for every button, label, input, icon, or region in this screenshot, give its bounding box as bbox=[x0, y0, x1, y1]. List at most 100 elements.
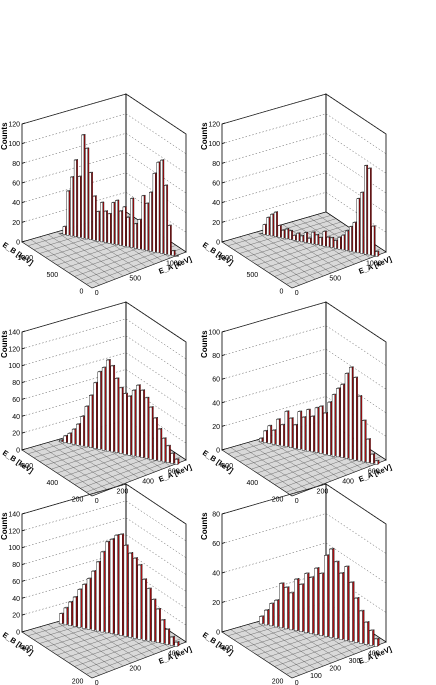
bar bbox=[336, 387, 342, 458]
bar bbox=[63, 606, 69, 626]
bar bbox=[262, 223, 267, 235]
bar bbox=[123, 544, 129, 637]
bar bbox=[107, 212, 112, 244]
grid-line bbox=[221, 133, 387, 174]
grid-line bbox=[221, 301, 387, 343]
x-tick-label: 0 bbox=[95, 680, 99, 685]
bar bbox=[300, 235, 305, 243]
y-tick-label: 400 bbox=[221, 645, 233, 652]
bar bbox=[118, 386, 124, 454]
bar bbox=[72, 596, 78, 627]
bar bbox=[340, 383, 346, 459]
bar bbox=[359, 609, 365, 644]
bar bbox=[156, 161, 161, 254]
grid-line bbox=[21, 402, 187, 444]
x-tick-label: 0 bbox=[95, 498, 99, 505]
bar bbox=[136, 384, 142, 458]
z-tick bbox=[221, 425, 226, 427]
x-tick-label: 0 bbox=[295, 680, 299, 685]
bar bbox=[111, 201, 116, 245]
bar bbox=[314, 406, 320, 454]
bar bbox=[144, 396, 150, 459]
grid-line bbox=[221, 542, 387, 584]
y-tick-label: 200 bbox=[72, 678, 84, 685]
grid-line bbox=[21, 386, 187, 427]
bar bbox=[100, 201, 105, 243]
z-tick-label: 120 bbox=[208, 122, 220, 129]
bar bbox=[314, 567, 320, 635]
bar bbox=[59, 439, 64, 443]
z-tick bbox=[21, 414, 26, 417]
y-tick-label: 400 bbox=[21, 645, 33, 652]
y-tick-label: 200 bbox=[272, 678, 284, 685]
bar bbox=[163, 184, 168, 255]
z-tick-label: 20 bbox=[212, 424, 220, 431]
x-tick-label: 200 bbox=[317, 488, 329, 495]
bar bbox=[370, 453, 376, 464]
bar bbox=[326, 236, 331, 248]
bar bbox=[95, 560, 101, 632]
bar bbox=[131, 389, 137, 457]
z-tick-label: 40 bbox=[212, 571, 220, 578]
y-tick-label: 0 bbox=[79, 288, 83, 295]
bar bbox=[283, 586, 290, 630]
z-tick-label: 20 bbox=[212, 600, 220, 607]
z-tick-label: 120 bbox=[8, 528, 20, 535]
grid-line bbox=[221, 192, 387, 233]
z-tick-label: 140 bbox=[8, 512, 20, 519]
bar bbox=[315, 234, 320, 246]
bar bbox=[279, 582, 285, 629]
x-tick-label: 200 bbox=[117, 488, 129, 495]
bar bbox=[70, 176, 75, 237]
z-tick bbox=[21, 563, 26, 565]
z-tick bbox=[21, 161, 26, 164]
bar bbox=[156, 608, 161, 644]
bar bbox=[310, 415, 315, 453]
bar bbox=[106, 359, 111, 452]
x-tick-label: 1000 bbox=[366, 261, 382, 268]
z-tick bbox=[221, 571, 226, 574]
bar bbox=[303, 572, 310, 634]
bar bbox=[284, 410, 290, 448]
bar bbox=[352, 376, 358, 461]
z-tick bbox=[221, 220, 226, 223]
z-axis-title: Counts bbox=[0, 512, 9, 540]
bar bbox=[164, 628, 171, 645]
bar bbox=[292, 234, 297, 241]
bar bbox=[360, 191, 365, 254]
z-tick-label: 100 bbox=[208, 330, 220, 337]
grid-line bbox=[21, 301, 187, 343]
bar bbox=[127, 395, 133, 456]
grid-line bbox=[221, 113, 387, 154]
bar bbox=[306, 408, 311, 452]
bar bbox=[271, 429, 277, 445]
bar bbox=[130, 197, 135, 248]
z-tick bbox=[21, 398, 26, 400]
bar bbox=[68, 601, 74, 626]
bar bbox=[259, 615, 265, 625]
bar bbox=[361, 419, 367, 463]
bar bbox=[288, 229, 294, 241]
bar bbox=[146, 587, 153, 642]
bar bbox=[345, 230, 350, 251]
bar bbox=[296, 232, 301, 242]
bar bbox=[77, 588, 83, 628]
bar bbox=[141, 578, 148, 641]
grid-line bbox=[21, 584, 187, 626]
bar bbox=[148, 191, 153, 252]
y-tick-label: 1000 bbox=[17, 255, 33, 262]
z-tick bbox=[21, 220, 26, 223]
z-tick bbox=[221, 142, 226, 145]
z-tick bbox=[221, 354, 226, 356]
z-tick-label: 100 bbox=[208, 141, 220, 148]
bar bbox=[169, 635, 176, 646]
bar bbox=[329, 547, 335, 638]
x-tick-label: 500 bbox=[129, 275, 141, 282]
bar bbox=[303, 231, 309, 243]
bar bbox=[118, 533, 125, 636]
grid-line bbox=[21, 93, 187, 135]
bar bbox=[137, 218, 142, 250]
z-tick bbox=[21, 546, 26, 549]
z-tick bbox=[221, 181, 226, 184]
